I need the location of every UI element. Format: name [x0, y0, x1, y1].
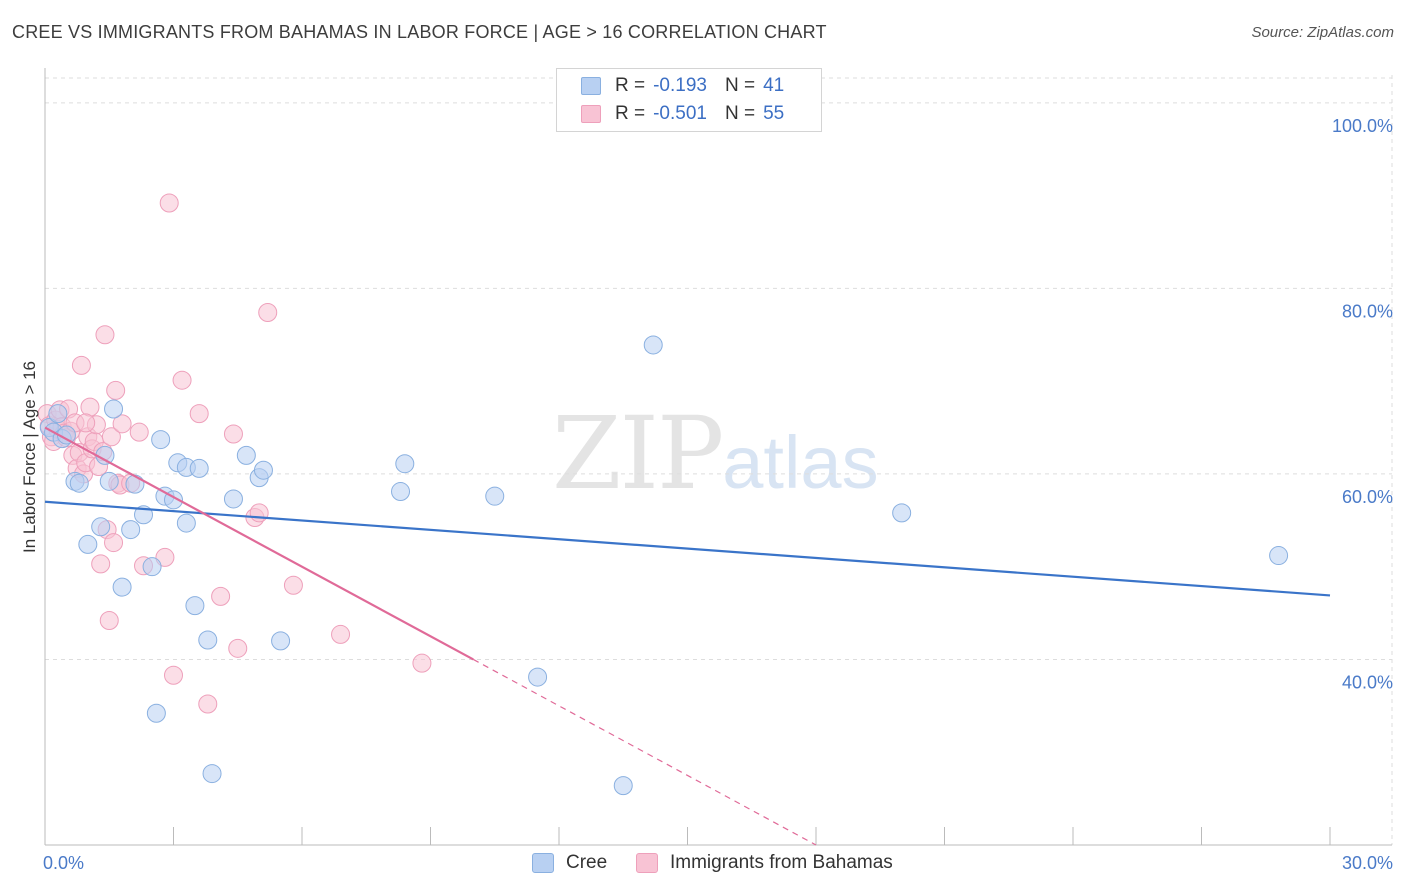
cree-swatch	[532, 853, 554, 873]
cree-point	[223, 489, 243, 509]
trend-lines	[44, 426, 1331, 846]
cree-point	[1269, 546, 1289, 566]
watermark-zip: ZIP	[552, 395, 724, 512]
legend-r-value: -0.501	[653, 103, 707, 124]
bahamas-trend-line	[44, 426, 474, 661]
bahamas-point	[95, 325, 115, 345]
bahamas-point	[189, 404, 209, 424]
cree-point	[202, 764, 222, 784]
cree-point	[253, 460, 273, 480]
bahamas-point	[99, 610, 119, 630]
legend-n-value: 55	[763, 103, 785, 124]
bahamas-point	[198, 694, 218, 714]
bottom-legend-cree[interactable]: Cree	[532, 852, 607, 874]
cree-point	[528, 667, 548, 687]
watermark-atlas: atlas	[722, 421, 879, 504]
cree-point	[91, 517, 111, 537]
cree-point	[185, 596, 205, 616]
y-axis-title: In Labor Force | Age > 16	[20, 361, 39, 553]
legend-n-label: N =	[724, 103, 756, 124]
cree-point	[151, 430, 171, 450]
chart-title: CREE VS IMMIGRANTS FROM BAHAMAS IN LABOR…	[12, 22, 827, 42]
cree-point	[125, 474, 145, 494]
x-tick-label: 30.0%	[1342, 853, 1393, 873]
legend-n-value: 41	[763, 75, 785, 96]
bahamas-swatch	[636, 853, 658, 873]
cree-trend-line	[44, 500, 1331, 597]
bahamas-point	[283, 575, 303, 595]
x-tick-label: 0.0%	[43, 853, 84, 873]
y-tick-label: 80.0%	[1342, 301, 1393, 321]
cree-point	[78, 534, 98, 554]
bahamas-point	[112, 414, 132, 434]
cree-point	[112, 577, 132, 597]
bahamas-point	[228, 638, 248, 658]
cree-point	[121, 520, 141, 540]
cree-point	[892, 503, 912, 523]
bahamas-point	[129, 422, 149, 442]
bahamas-point	[249, 503, 269, 523]
bahamas-point	[80, 397, 100, 417]
bahamas-point	[211, 586, 231, 606]
legend-r-value: -0.193	[653, 75, 707, 96]
watermark: ZIPatlas	[552, 395, 879, 512]
cree-point	[189, 458, 209, 478]
axis-labels: 40.0% 60.0% 80.0% 100.0% 0.0% 30.0%	[43, 116, 1393, 873]
bahamas-point	[223, 424, 243, 444]
y-tick-label: 100.0%	[1332, 116, 1393, 136]
bahamas-point	[412, 653, 432, 673]
bahamas-point	[155, 547, 175, 567]
bahamas-point	[71, 355, 91, 375]
legend: R = -0.193 N = 41 R = -0.501 N = 55	[556, 68, 822, 132]
cree-point	[236, 445, 256, 465]
y-tick-label: 60.0%	[1342, 487, 1393, 507]
y-tick-label: 40.0%	[1342, 672, 1393, 692]
cree-point	[104, 399, 124, 419]
axes	[44, 68, 1392, 846]
bahamas-point	[159, 193, 179, 213]
cree-point	[395, 454, 415, 474]
cree-points	[39, 335, 1289, 796]
bahamas-point	[331, 624, 351, 644]
legend-row-bahamas: R = -0.501 N = 55	[581, 101, 784, 127]
cree-point	[643, 335, 663, 355]
cree-point	[176, 513, 196, 533]
bahamas-point	[76, 413, 96, 433]
source-label: Source: ZipAtlas.com	[1251, 24, 1394, 41]
bahamas-point	[106, 380, 126, 400]
cree-point	[613, 776, 633, 796]
bottom-legend-cree-label: Cree	[566, 852, 608, 873]
bahamas-swatch	[581, 105, 601, 123]
cree-swatch	[581, 77, 601, 95]
cree-point	[485, 486, 505, 506]
bottom-legend-bahamas-label: Immigrants from Bahamas	[670, 852, 893, 873]
bahamas-trend-extension	[473, 658, 817, 846]
bahamas-point	[172, 370, 192, 390]
cree-point	[198, 630, 218, 650]
cree-point	[142, 557, 162, 577]
bahamas-point	[104, 533, 124, 553]
cree-point	[271, 631, 291, 651]
bahamas-point	[258, 302, 278, 322]
cree-point	[69, 473, 89, 493]
bottom-legend: Cree Immigrants from Bahamas	[0, 852, 1406, 878]
legend-r-label: R =	[615, 75, 646, 96]
legend-n-label: N =	[724, 75, 756, 96]
bahamas-point	[91, 554, 111, 574]
cree-point	[146, 703, 166, 723]
bahamas-point	[101, 427, 121, 447]
cree-point	[48, 404, 68, 424]
legend-r-label: R =	[615, 103, 646, 124]
cree-point	[99, 471, 119, 491]
bahamas-point	[164, 665, 183, 685]
cree-point	[391, 482, 411, 502]
bottom-legend-bahamas[interactable]: Immigrants from Bahamas	[636, 852, 893, 874]
legend-row-cree: R = -0.193 N = 41	[581, 73, 784, 99]
